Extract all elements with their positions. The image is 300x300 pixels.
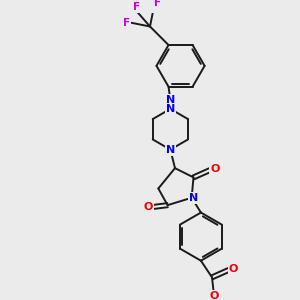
- Text: N: N: [189, 193, 198, 203]
- Text: O: O: [210, 164, 220, 174]
- Text: N: N: [166, 104, 175, 114]
- Text: N: N: [166, 145, 175, 154]
- Text: O: O: [209, 291, 218, 300]
- Text: N: N: [166, 94, 175, 105]
- Text: O: O: [229, 264, 238, 274]
- Text: F: F: [154, 0, 161, 8]
- Text: F: F: [123, 18, 130, 28]
- Text: F: F: [134, 2, 141, 12]
- Text: O: O: [143, 202, 153, 212]
